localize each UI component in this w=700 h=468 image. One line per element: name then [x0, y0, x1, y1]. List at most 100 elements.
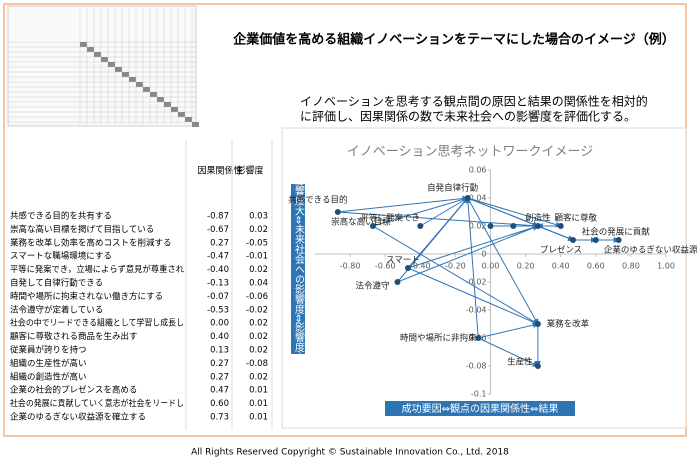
point: [405, 265, 412, 271]
chart-title: イノベーション思考ネットワークイメージ: [347, 145, 593, 160]
thumb-cell: [115, 67, 122, 72]
point-label: 生産性: [507, 357, 533, 368]
edge: [372, 225, 539, 325]
y-tick-label: -0.1: [471, 390, 487, 399]
y-label-box: [291, 184, 305, 354]
x-tick-label: -0.80: [340, 262, 361, 271]
point-label: 創造性: [525, 213, 551, 224]
y-tick-label: 0.02: [469, 222, 487, 231]
edge: [397, 225, 539, 283]
row-label: 社会の発展に貢献していく意志が社会をリードし: [10, 398, 184, 409]
row-value: 0.40: [210, 332, 229, 342]
row-value: -0.06: [246, 292, 268, 302]
thumb-cell: [87, 47, 94, 52]
edge: [478, 337, 539, 367]
row-value: 0.04: [249, 279, 268, 289]
row-value: 0.00: [210, 319, 229, 329]
row-value: 0.60: [210, 399, 229, 409]
y-tick-label: 0: [481, 250, 486, 259]
x-label-box: [385, 401, 575, 416]
x-tick-label: 1.00: [657, 262, 675, 271]
row-value: 0.73: [210, 413, 229, 423]
y-tick-label: -0.08: [466, 362, 487, 371]
point: [394, 279, 401, 285]
row-value: -0.02: [246, 305, 268, 315]
point: [334, 209, 341, 215]
thumb-cell: [171, 107, 178, 112]
y-tick-label: 0.04: [469, 194, 487, 203]
point-label: 平等に発案でき: [361, 213, 421, 224]
point: [510, 223, 517, 229]
row-label: 業務を改革し効率を高めコストを削減する: [10, 237, 172, 248]
thumb-cell: [94, 52, 101, 57]
row-label: 時間や場所に拘束されない働き方にする: [10, 291, 163, 302]
row-value: -0.67: [207, 225, 229, 235]
point: [487, 223, 494, 229]
row-value: 0.02: [249, 225, 268, 235]
row-value: 0.27: [210, 238, 229, 248]
point-label: 共感できる目的: [288, 195, 347, 206]
row-value: 0.03: [249, 212, 268, 222]
row-label: 企業のゆるぎない収益源を確立する: [10, 412, 146, 423]
row-value: 0.02: [249, 319, 268, 329]
chart-frame: [281, 127, 687, 429]
point: [569, 237, 576, 243]
point-label: プレゼンス: [540, 245, 582, 256]
row-value: -0.07: [207, 292, 229, 302]
row-value: 0.27: [210, 372, 229, 382]
point: [475, 335, 482, 341]
edge: [407, 267, 539, 325]
point-label: 社会の発展に貢献: [582, 227, 651, 238]
row-label: スマートな職場環境にする: [10, 251, 112, 262]
point: [369, 223, 376, 229]
thumb-cell: [80, 42, 87, 47]
thumb-cell: [164, 102, 171, 107]
row-label: 従業員が誇りを持つ: [10, 345, 87, 356]
thumb-cell: [136, 82, 143, 87]
slide-title: 企業価値を高める組織イノベーションをテーマにした場合のイメージ（例）: [233, 32, 674, 48]
edge: [337, 211, 539, 229]
row-label: 共感できる目的を共有する: [10, 211, 112, 222]
point-label: 企業のゆるぎない収益源: [604, 245, 698, 256]
row-value: -0.05: [246, 238, 268, 248]
row-value: 0.01: [249, 413, 268, 423]
x-tick-label: 0.80: [622, 262, 640, 271]
thumb-cell: [122, 72, 129, 77]
row-value: 0.02: [249, 332, 268, 342]
edge: [467, 197, 562, 228]
thumb-cell: [185, 117, 192, 122]
row-label: 平等に発案でき，立場によらず意見が尊重され: [10, 264, 184, 275]
edge: [420, 197, 469, 227]
point: [557, 223, 564, 229]
edge: [407, 224, 539, 269]
point-label: 時間や場所に非拘束: [400, 333, 477, 344]
point-label: スマート: [386, 256, 420, 266]
edge: [372, 196, 469, 227]
row-value: -0.53: [207, 305, 229, 315]
row-value: 0.01: [249, 386, 268, 396]
edge: [467, 197, 539, 325]
x-tick-label: 0.00: [482, 262, 500, 271]
row-value: -0.47: [207, 252, 229, 262]
point: [464, 195, 471, 201]
edge: [537, 225, 574, 241]
row-value: 0.01: [249, 399, 268, 409]
thumb-cell: [150, 92, 157, 97]
edge: [465, 197, 479, 339]
thumb-cell: [192, 122, 199, 127]
table-header: 因果関係性: [197, 165, 242, 177]
row-value: -0.08: [246, 359, 268, 369]
x-tick-label: -0.60: [375, 262, 396, 271]
table: 共感できる目的を共有する -0.87 0.03 崇高な高い目標を掲げて目指している -0…: [10, 211, 268, 423]
row-value: 0.47: [210, 386, 229, 396]
thumbnail-matrix: [7, 5, 199, 127]
edge: [478, 322, 539, 339]
row-label: 崇高な高い目標を掲げて目指している: [10, 224, 154, 235]
row-label: 法令遵守が定着している: [10, 304, 103, 315]
footer: All Rights Reserved Copyright © Sustaina…: [191, 448, 509, 458]
plot: -0.80 -0.60 -0.40 -0.20 0.00 0.20 0.40 0.60 0.80…: [288, 166, 698, 399]
point: [615, 237, 622, 243]
thumb-cell: [108, 62, 115, 67]
row-value: -0.01: [246, 252, 268, 262]
